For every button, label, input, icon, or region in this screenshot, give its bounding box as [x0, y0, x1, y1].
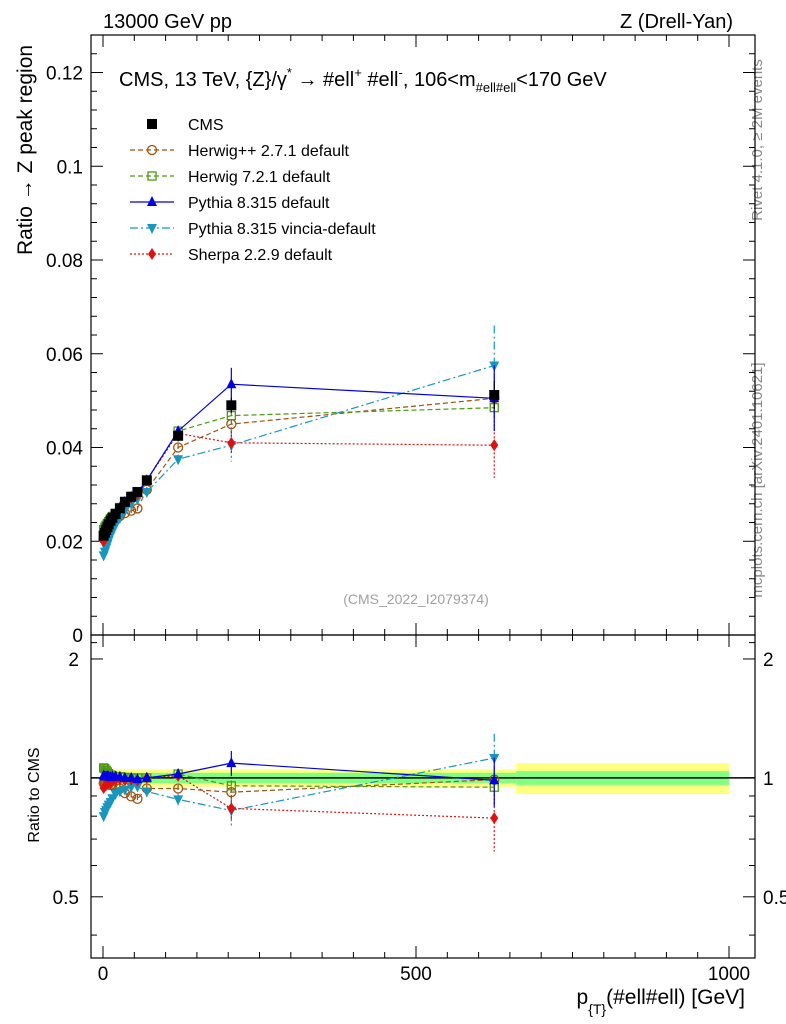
y-tick-label: 0.04: [46, 439, 83, 460]
y-tick-label: 0: [72, 626, 83, 647]
main-panel: 0 0.02 0.04 0.06 0.08 0.1 0.12: [46, 34, 756, 958]
data-point-pythia: [226, 757, 237, 768]
data-point-pythia: [126, 771, 137, 782]
data-point-vincia: [119, 785, 130, 796]
data-point-sherpa: [227, 802, 236, 815]
data-point-herwigpp: [172, 442, 184, 453]
ratio-y-tick-label-right: 2: [763, 650, 774, 671]
y-tick-label: 0.1: [57, 157, 83, 178]
x-tick-label: 1000: [708, 964, 750, 985]
legend-marker-herwig7: [147, 171, 157, 181]
data-point-cms: [141, 475, 152, 486]
series-line-sherpa: [103, 432, 495, 542]
legend-label-pythia: Pythia 8.315 default: [188, 195, 330, 212]
series-herwigpp: [98, 388, 500, 545]
legend: CMS Herwig++ 2.7.1 default Herwig 7.2.1 de…: [130, 117, 376, 264]
data-point-vincia: [126, 782, 137, 793]
series-line-vincia: [103, 364, 495, 556]
header-right: Z (Drell-Yan): [620, 11, 733, 33]
main-ylabel: Ratio → Z peak region: [14, 45, 37, 255]
y-tick-label: 0.06: [46, 345, 83, 366]
legend-label-cms: CMS: [188, 117, 224, 134]
data-point-pythia: [132, 773, 143, 784]
series-line-herwigpp: [103, 397, 495, 540]
legend-marker-vincia: [147, 224, 157, 234]
series-herwig7: [98, 398, 499, 535]
ratio-y-tick-label-right: 1: [763, 769, 774, 790]
ratio-y-tick-label: 2: [68, 650, 79, 671]
data-point-sherpa: [490, 439, 499, 452]
data-point-herwigpp: [132, 793, 143, 805]
data-point-cms: [114, 503, 125, 514]
legend-label-herwigpp: Herwig++ 2.7.1 default: [188, 143, 350, 160]
series-line-pythia: [103, 383, 495, 535]
data-point-cms: [226, 400, 237, 411]
y-tick-label: 0.12: [46, 64, 83, 85]
data-point-vincia: [173, 795, 184, 806]
data-point-herwig7: [226, 781, 236, 791]
legend-marker-herwigpp: [146, 144, 158, 156]
data-point-cms: [110, 509, 121, 520]
y-tick-label: 0.08: [46, 251, 83, 272]
data-point-vincia: [141, 787, 152, 798]
data-point-cms: [119, 496, 130, 507]
data-point-vincia: [132, 782, 143, 793]
data-point-cms: [132, 487, 143, 498]
data-point-cms: [489, 390, 500, 400]
data-point-pythia: [119, 771, 130, 782]
ratio-y-tick-label: 1: [68, 769, 79, 790]
header-left: 13000 GeV pp: [103, 11, 232, 33]
data-point-pythia: [226, 378, 237, 389]
plot-title: CMS, 13 TeV, {Z}/γ* → #ell+ #ell-, 106<m…: [119, 65, 607, 95]
y-tick-label: 0.02: [46, 532, 83, 553]
legend-label-herwig7: Herwig 7.2.1 default: [188, 169, 331, 186]
data-point-pythia: [141, 771, 152, 782]
data-point-cms: [173, 430, 184, 441]
legend-marker-pythia: [147, 196, 157, 206]
data-point-vincia: [141, 488, 152, 499]
data-point-sherpa: [490, 812, 499, 825]
ratio-y-tick-label-right: 0.5: [763, 888, 786, 909]
series-sherpa: [99, 412, 499, 548]
rivet-label: Rivet 4.1.0, ≥ 2M events: [749, 59, 766, 221]
data-point-pythia: [489, 774, 500, 785]
x-axis-label: p{T}(#ell#ell) [GeV]: [577, 986, 745, 1017]
data-point-cms: [126, 491, 137, 502]
analysis-watermark: (CMS_2022_I2079374): [343, 591, 489, 607]
legend-marker-cms: [147, 119, 157, 129]
legend-marker-sherpa: [148, 248, 156, 260]
data-point-sherpa: [227, 436, 236, 449]
series-vincia: [98, 325, 500, 562]
data-point-herwigpp: [172, 783, 184, 794]
series-pythia: [98, 365, 500, 539]
data-point-vincia: [173, 455, 184, 466]
series-line-herwig7: [103, 407, 495, 530]
legend-label-vincia: Pythia 8.315 vincia-default: [188, 221, 376, 238]
x-tick-label: 500: [400, 964, 432, 985]
series-cms: [98, 380, 500, 541]
mcplots-label: mcplots.cern.ch [arXiv:2401.10621]: [749, 362, 766, 597]
x-tick-label: 0: [98, 964, 109, 985]
legend-label-sherpa: Sherpa 2.2.9 default: [188, 247, 333, 264]
ratio-y-tick-label: 0.5: [53, 888, 79, 909]
ratio-panel: 0 500 1000 0.5 0.5 1 1 2 2: [53, 35, 786, 985]
ratio-ylabel: Ratio to CMS: [26, 747, 43, 842]
series-pythia: [98, 750, 500, 807]
data-point-pythia: [173, 767, 184, 778]
ratio-frame: [90, 634, 756, 959]
